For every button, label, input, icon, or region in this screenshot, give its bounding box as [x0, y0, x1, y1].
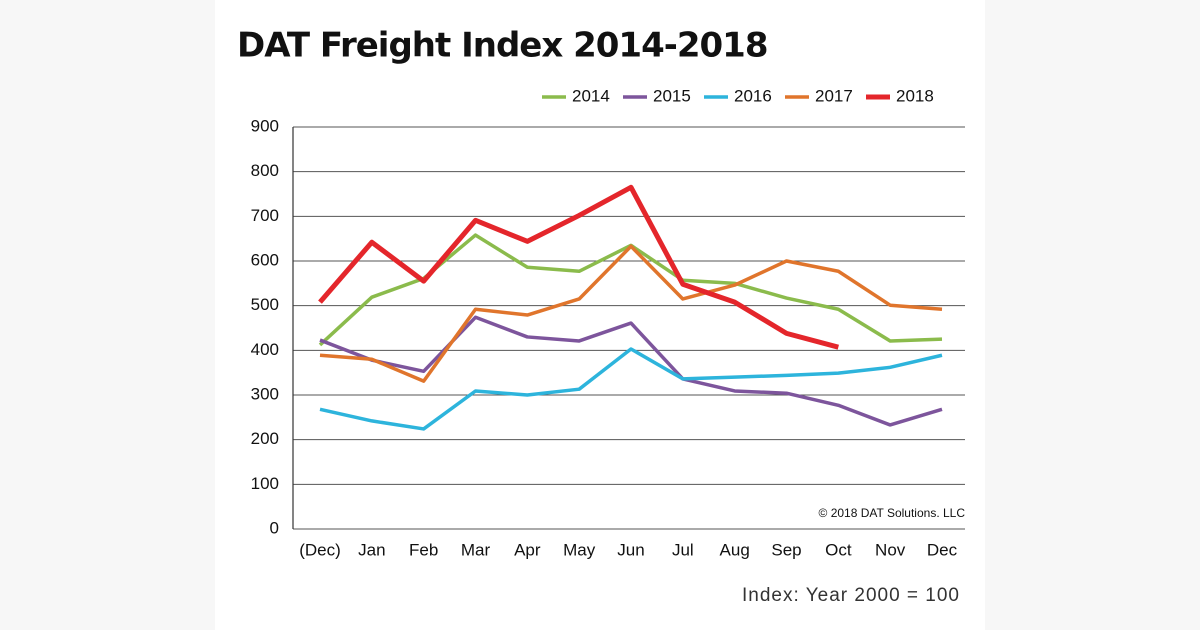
x-tick-label: Feb: [409, 540, 438, 559]
y-tick-label: 0: [270, 518, 279, 537]
annotation: © 2018 DAT Solutions. LLC: [819, 506, 966, 520]
x-tick-label: Sep: [771, 540, 801, 559]
series-line: [319, 244, 943, 383]
series-line: [319, 347, 943, 431]
y-tick-label: 700: [251, 206, 279, 225]
chart-title: DAT Freight Index 2014-2018: [237, 26, 767, 66]
x-tick-label: Apr: [514, 540, 541, 559]
legend-label: 2017: [815, 86, 853, 105]
series-line: [318, 184, 839, 350]
x-tick-label: (Dec): [299, 540, 341, 559]
x-tick-label: Nov: [875, 540, 906, 559]
legend-label: 2015: [653, 86, 691, 105]
legend-label: 2018: [896, 86, 934, 105]
y-tick-label: 400: [251, 340, 279, 359]
x-tick-label: Mar: [461, 540, 491, 559]
y-tick-label: 100: [251, 474, 279, 493]
x-tick-label: Jun: [617, 540, 644, 559]
y-tick-label: 900: [251, 116, 279, 135]
x-tick-label: Oct: [825, 540, 852, 559]
y-tick-label: 800: [251, 161, 279, 180]
y-tick-label: 600: [251, 250, 279, 269]
legend-label: 2016: [734, 86, 772, 105]
x-tick-label: Jan: [358, 540, 385, 559]
series-line: [319, 315, 943, 427]
footnote: Index: Year 2000 = 100: [742, 585, 960, 606]
panel: [215, 0, 985, 630]
y-tick-label: 300: [251, 384, 279, 403]
x-tick-label: Jul: [672, 540, 694, 559]
y-tick-label: 500: [251, 295, 279, 314]
x-tick-label: Aug: [720, 540, 750, 559]
legend-label: 2014: [572, 86, 610, 105]
x-tick-label: May: [563, 540, 596, 559]
x-tick-label: Dec: [927, 540, 958, 559]
y-tick-label: 200: [251, 429, 279, 448]
